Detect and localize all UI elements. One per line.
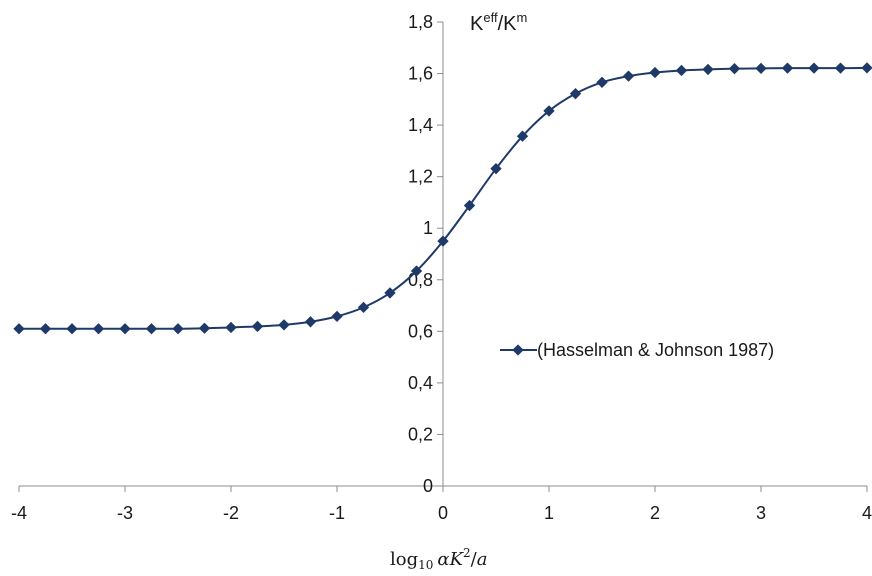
- data-point: [728, 63, 741, 75]
- data-point: [251, 320, 264, 333]
- x-tick-label: -4: [11, 503, 27, 523]
- data-point: [808, 62, 820, 74]
- data-point: [755, 62, 767, 75]
- y-tick-label: 1,4: [408, 115, 433, 135]
- y-tick-label: 0,2: [408, 424, 433, 444]
- data-point: [569, 88, 582, 100]
- data-point: [384, 287, 396, 299]
- data-point: [39, 323, 52, 335]
- data-point: [437, 235, 449, 247]
- data-point: [304, 316, 317, 328]
- data-point: [861, 62, 872, 74]
- data-point: [596, 76, 608, 88]
- y-tick-label: 1,2: [408, 167, 433, 187]
- data-point: [675, 64, 688, 77]
- data-point: [490, 163, 502, 175]
- y-tick-label: 0,8: [408, 270, 433, 290]
- x-tick-label: -1: [329, 503, 345, 523]
- data-point: [66, 323, 78, 335]
- x-tick-label: -2: [223, 503, 239, 523]
- y-tick-label: 1,6: [408, 64, 433, 84]
- y-tick-label: 0: [423, 476, 433, 496]
- y-tick-label: 1,8: [408, 12, 433, 32]
- x-tick-label: 2: [650, 503, 660, 523]
- data-point: [622, 70, 635, 82]
- y-tick-label: 0,6: [408, 321, 433, 341]
- legend-label: (Hasselman & Johnson 1987): [537, 340, 774, 360]
- y-axis-label: Keff/Km: [470, 10, 527, 35]
- data-point: [92, 323, 105, 335]
- data-point: [331, 310, 343, 323]
- legend-marker: [512, 344, 524, 356]
- x-tick-label: -3: [117, 503, 133, 523]
- data-point: [357, 301, 370, 314]
- data-point: [649, 66, 661, 79]
- x-tick-label: 4: [862, 503, 872, 523]
- data-point: [145, 323, 158, 335]
- data-point: [13, 323, 25, 335]
- x-ticks: -4 -3 -2 -1 0 1 2 3 4: [11, 486, 872, 523]
- data-point: [119, 323, 131, 335]
- data-point: [172, 323, 184, 335]
- data-point: [278, 319, 290, 331]
- data-point: [410, 265, 423, 277]
- x-axis-label: log10 αK2/a: [390, 546, 487, 572]
- x-tick-label: 0: [438, 503, 448, 523]
- data-point: [702, 63, 714, 76]
- legend: (Hasselman & Johnson 1987): [500, 340, 774, 360]
- data-point: [198, 322, 211, 334]
- y-ticks: 0 0,2 0,4 0,6 0,8 1 1,2 1,4 1,6 1,8: [408, 12, 443, 496]
- data-point: [463, 199, 476, 212]
- data-point: [834, 62, 847, 74]
- x-tick-label: 1: [544, 503, 554, 523]
- data-point: [225, 321, 237, 334]
- data-point: [781, 62, 794, 74]
- axes: [19, 22, 867, 487]
- data-point: [516, 130, 529, 142]
- y-tick-label: 1: [423, 218, 433, 238]
- x-tick-label: 3: [756, 503, 766, 523]
- y-tick-label: 0,4: [408, 373, 433, 393]
